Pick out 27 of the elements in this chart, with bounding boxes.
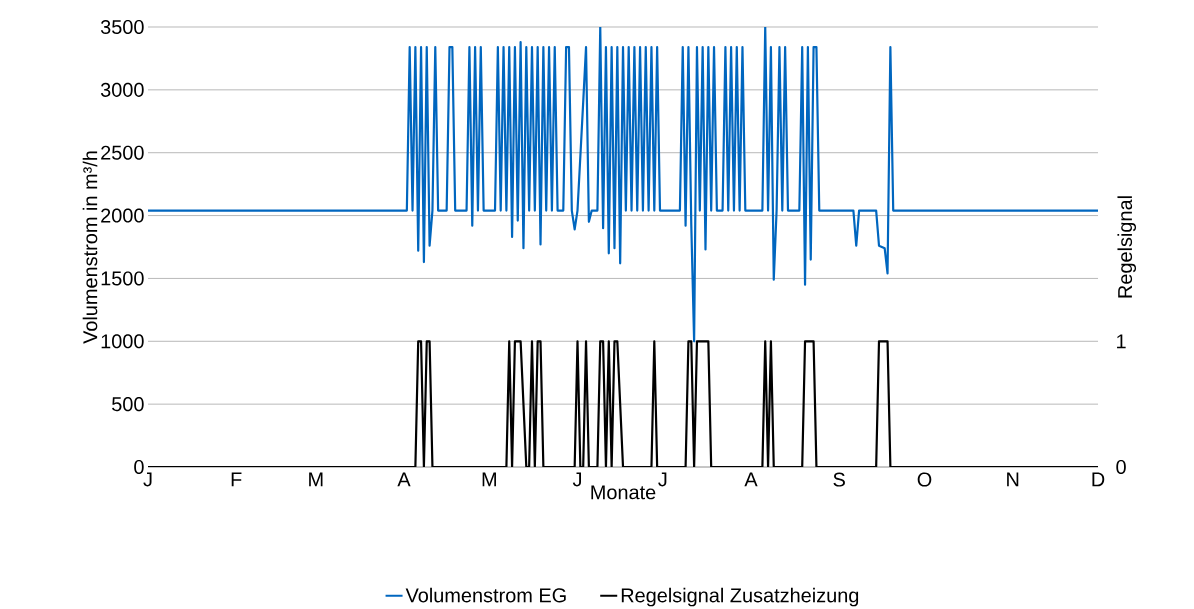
y-tick-label: 1500 xyxy=(101,271,144,286)
x-tick-label: N xyxy=(1007,472,1019,487)
y-tick-label: 3500 xyxy=(100,19,144,35)
y-tick-label: 3000 xyxy=(100,82,144,97)
x-tick-label: S xyxy=(833,472,845,487)
x-tick-label: A xyxy=(397,472,411,487)
x-axis-title: Monate xyxy=(591,485,656,500)
y-tick-label: 1000 xyxy=(101,334,144,349)
x-tick-label: D xyxy=(1092,472,1105,487)
x-tick-label: O xyxy=(917,472,932,487)
y2-tick-label: 0 xyxy=(1116,459,1126,475)
y2-tick-label: 1 xyxy=(1117,334,1126,349)
x-tick-label: A xyxy=(744,472,758,487)
x-tick-label: M xyxy=(482,472,496,487)
x-tick-label: J xyxy=(572,472,581,487)
x-tick-label: J xyxy=(658,472,667,487)
y-axis-title: Volumenstrom in m³/h xyxy=(82,151,98,344)
x-tick-label: M xyxy=(309,472,323,487)
y2-axis-title: Regelsignal xyxy=(1117,196,1137,298)
legend-label: Regelsignal Zusatzheizung xyxy=(621,587,859,607)
x-tick-label: J xyxy=(143,472,152,487)
y-tick-label: 500 xyxy=(112,397,144,412)
y-tick-label: 2500 xyxy=(101,145,144,160)
y-tick-label: 2000 xyxy=(101,208,144,223)
y-tick-label: 0 xyxy=(134,459,144,475)
legend-label: Volumenstrom EG xyxy=(405,587,566,603)
x-tick-label: F xyxy=(231,472,242,487)
